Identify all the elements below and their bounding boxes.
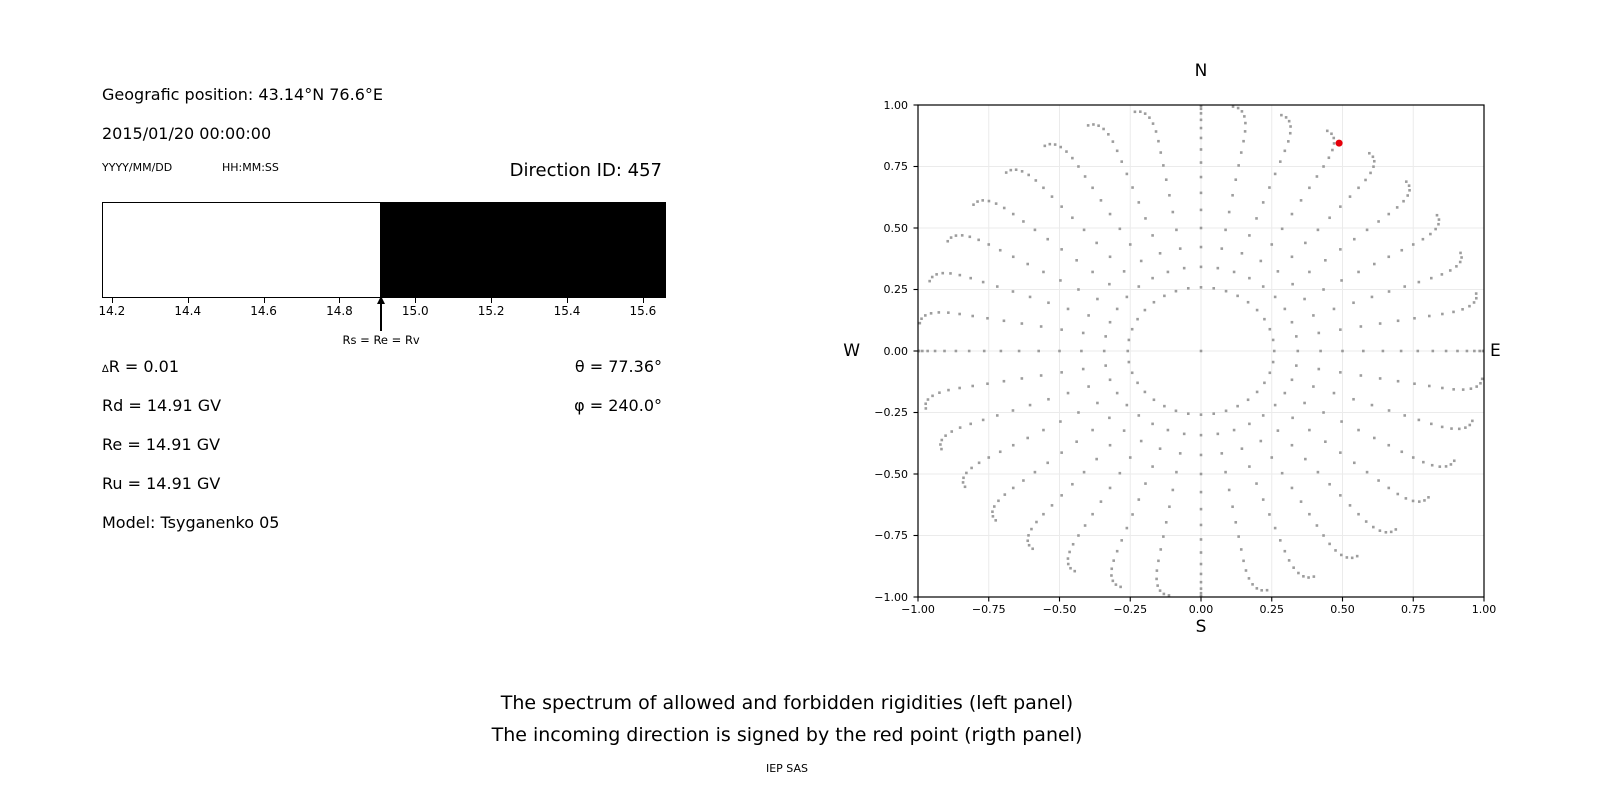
- datetime-text: 2015/01/20 00:00:00: [102, 124, 272, 143]
- spectrum-x-tick: [491, 298, 493, 303]
- spectrum-x-tick: [339, 298, 341, 303]
- spectrum-x-tick-label: 14.2: [98, 304, 126, 318]
- spectrum-x-tick: [567, 298, 568, 303]
- rigidity-marker-arrowhead: [376, 296, 385, 304]
- time-format-hint: HH:MM:SS: [222, 161, 279, 174]
- direction-x-tick-label: 0.50: [1330, 603, 1355, 616]
- spectrum-x-tick-label: 15.2: [477, 304, 505, 318]
- rigidity-marker-arrow: [380, 303, 382, 331]
- rigidity-marker-label: Rs = Re = Rv: [342, 333, 420, 347]
- red-incoming-direction-point: [1335, 139, 1343, 147]
- spectrum-x-tick-label: 14.8: [326, 304, 353, 318]
- axis-tick-marks: [913, 104, 1485, 602]
- direction-y-tick-label: 1.00: [883, 98, 909, 112]
- direction-x-tick-label: 0.00: [1188, 603, 1214, 616]
- phi-value: φ = 240.0°: [574, 396, 662, 415]
- caption-line-1: The spectrum of allowed and forbidden ri…: [500, 692, 1074, 714]
- compass-east-label: E: [1490, 341, 1501, 361]
- direction-x-tick-label: 0.75: [1401, 603, 1426, 616]
- caption-line-2: The incoming direction is signed by the …: [491, 724, 1083, 746]
- direction-y-tick-label: 0.00: [883, 344, 909, 358]
- delta-r-text: R = 0.01: [108, 357, 180, 376]
- spectrum-x-tick-label: 15.0: [401, 304, 429, 318]
- geographic-position-text: Geografic position: 43.14°N 76.6°E: [102, 85, 383, 104]
- direction-y-tick-label: −0.25: [874, 406, 908, 419]
- direction-y-tick-label: −0.75: [874, 529, 908, 542]
- direction-x-tick-label: −0.25: [1113, 603, 1148, 616]
- spectrum-x-tick: [415, 298, 417, 303]
- spectrum-x-tick: [263, 298, 265, 303]
- plot-border: [917, 104, 1485, 598]
- date-format-hint: YYYY/MM/DD: [102, 161, 173, 174]
- credit-text: IEP SAS: [765, 762, 809, 775]
- direction-plot-area: [913, 104, 1485, 602]
- direction-x-tick-label: −1.00: [901, 603, 935, 616]
- spectrum-x-tick-label: 15.6: [629, 304, 657, 318]
- direction-x-tick-label: −0.50: [1042, 603, 1077, 616]
- direction-y-tick-label: 0.25: [883, 283, 909, 296]
- direction-scatter-svg: [913, 104, 1485, 602]
- compass-north-label: N: [1194, 61, 1208, 81]
- direction-y-tick-label: 0.75: [883, 160, 909, 173]
- forbidden-rigidity-region: [380, 201, 667, 299]
- direction-grid-dots: [918, 105, 1484, 597]
- direction-y-tick-label: −0.50: [874, 467, 908, 481]
- spectrum-x-tick-label: 15.4: [553, 304, 581, 318]
- direction-id-text: Direction ID: 457: [509, 160, 662, 181]
- spectrum-x-tick-label: 14.6: [250, 304, 277, 318]
- delta-r-value: ∆R = 0.01: [102, 357, 179, 379]
- spectrum-plot-area: [102, 201, 667, 299]
- spectrum-x-tick: [187, 298, 189, 303]
- direction-x-tick-label: −0.75: [971, 603, 1006, 616]
- spectrum-x-tick: [642, 298, 644, 303]
- delta-symbol: ∆: [102, 364, 109, 375]
- spectrum-x-tick-label: 14.4: [174, 304, 202, 318]
- direction-x-tick-label: 0.25: [1259, 603, 1285, 616]
- ru-value: Ru = 14.91 GV: [102, 474, 221, 493]
- rd-value: Rd = 14.91 GV: [102, 396, 222, 415]
- model-value: Model: Tsyganenko 05: [102, 513, 280, 532]
- compass-south-label: S: [1195, 617, 1207, 637]
- theta-value: θ = 77.36°: [574, 357, 662, 376]
- re-value: Re = 14.91 GV: [102, 435, 221, 454]
- direction-y-tick-label: 0.50: [883, 221, 909, 235]
- spectrum-x-tick: [111, 298, 113, 303]
- compass-west-label: W: [843, 341, 860, 361]
- direction-y-tick-label: −1.00: [874, 590, 908, 604]
- direction-x-tick-label: 1.00: [1471, 603, 1497, 616]
